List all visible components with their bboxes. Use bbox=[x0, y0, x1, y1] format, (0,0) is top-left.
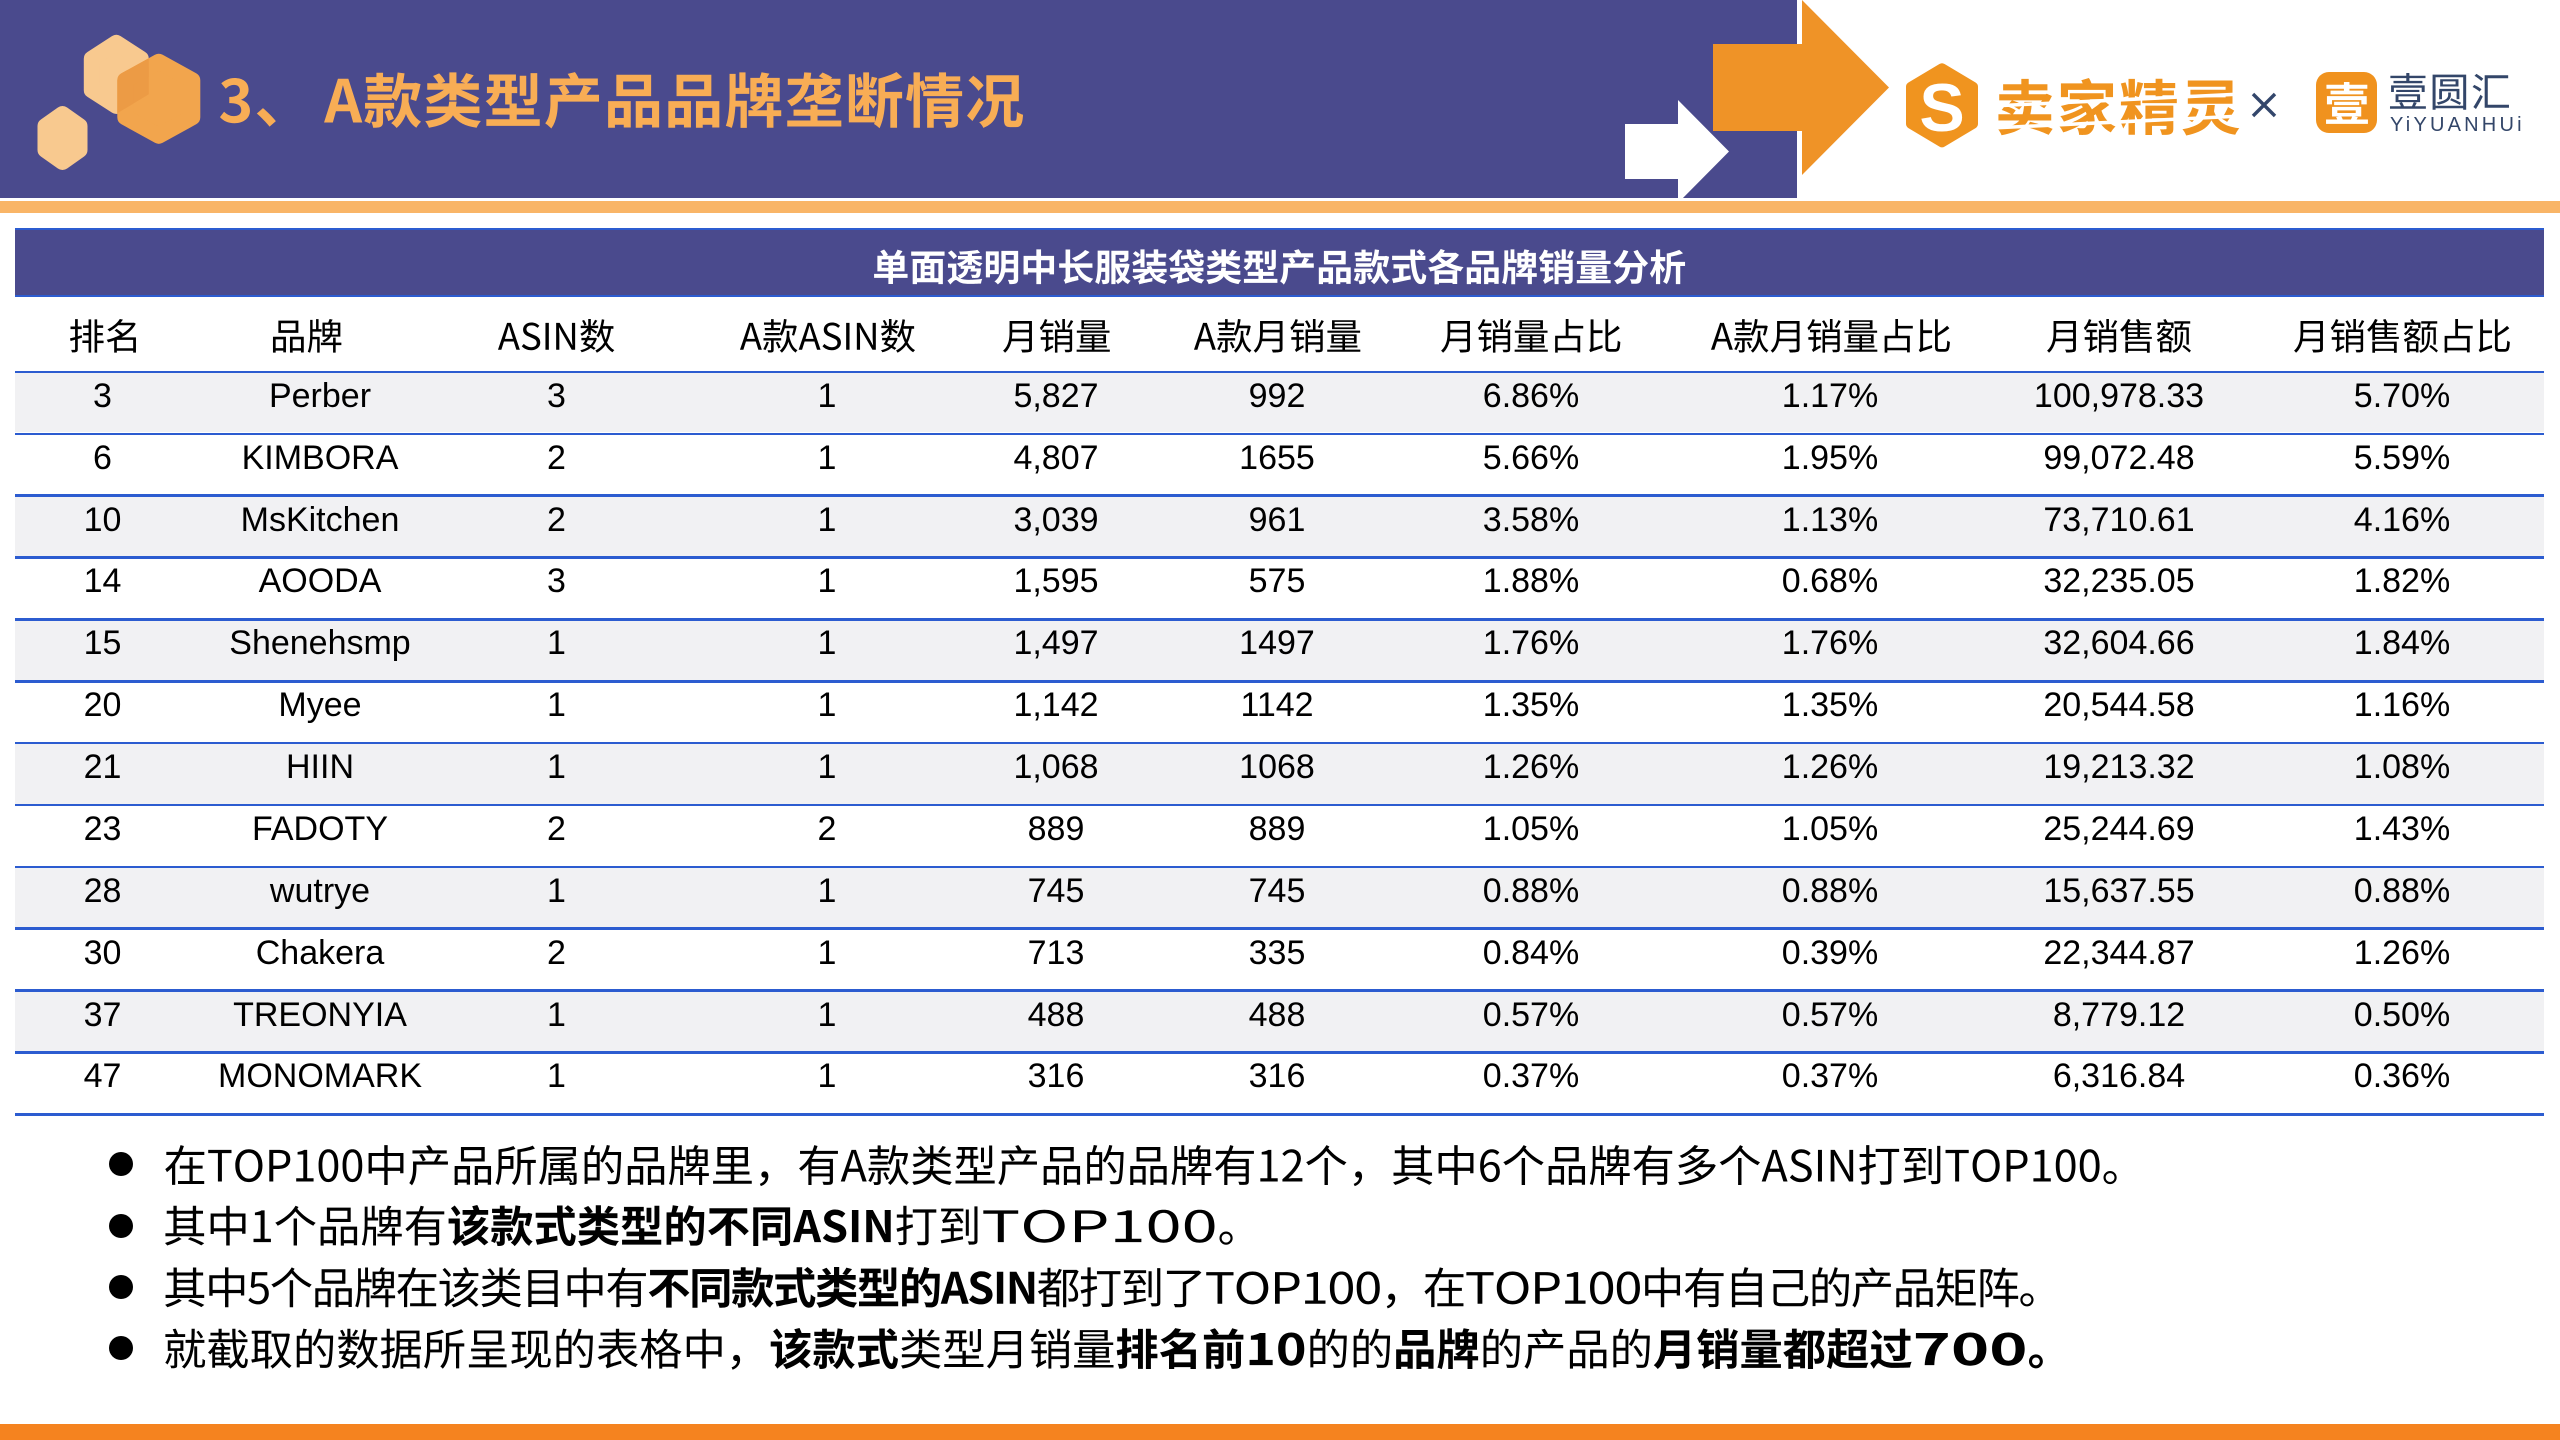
svg-text:S: S bbox=[1919, 70, 1964, 146]
